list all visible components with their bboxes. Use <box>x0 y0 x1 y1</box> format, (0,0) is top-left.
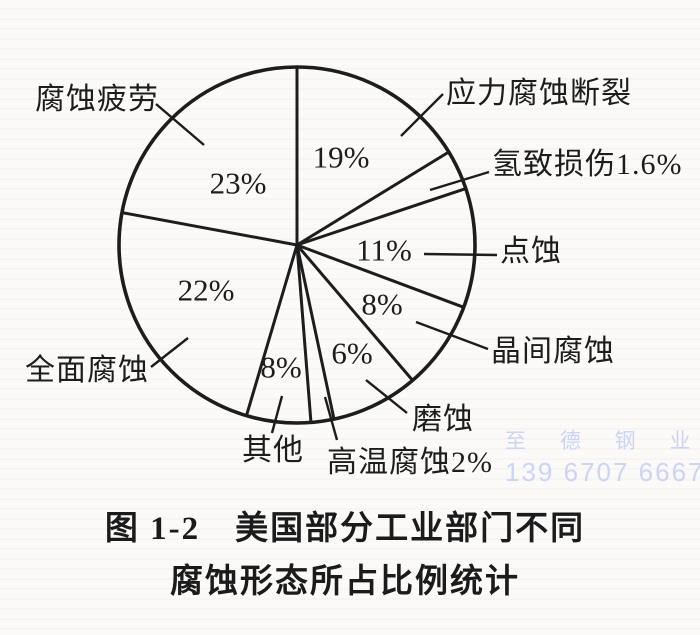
slice-label-other: 其他 <box>242 434 304 467</box>
percent-label-corrosion-fatigue: 23% <box>209 165 267 201</box>
caption-line1: 图 1-2 美国部分工业部门不同 <box>104 511 586 547</box>
slice-label-erosion-corrosion: 磨蚀 <box>412 403 474 436</box>
percent-label-pitting: 11% <box>356 232 412 268</box>
figure-caption: 图 1-2 美国部分工业部门不同 腐蚀形态所占比例统计 <box>0 503 690 610</box>
watermark-company: 至 德 钢 业 <box>505 430 700 453</box>
percent-label-uniform-corrosion: 22% <box>177 272 235 308</box>
caption-line2: 腐蚀形态所占比例统计 <box>170 564 520 601</box>
slice-label-intergranular-corrosion: 晶间腐蚀 <box>491 335 615 368</box>
percent-label-intergranular-corrosion: 8% <box>361 286 403 322</box>
slice-label-hydrogen-damage: 氢致损伤1.6% <box>492 148 683 181</box>
watermark: 至 德 钢 业 139 6707 6667 <box>505 425 700 488</box>
percent-label-erosion-corrosion: 6% <box>331 335 373 371</box>
slice-label-high-temperature-corrosion: 高温腐蚀2% <box>327 446 493 479</box>
slice-label-corrosion-fatigue: 腐蚀疲劳 <box>35 83 159 116</box>
percent-label-other: 8% <box>260 349 302 385</box>
slice-label-stress-corrosion-cracking: 应力腐蚀断裂 <box>446 77 632 110</box>
slice-label-uniform-corrosion: 全面腐蚀 <box>25 354 149 387</box>
slice-label-pitting: 点蚀 <box>500 235 562 268</box>
percent-label-stress-corrosion-cracking: 19% <box>312 139 370 175</box>
watermark-phone: 139 6707 6667 <box>505 457 700 487</box>
